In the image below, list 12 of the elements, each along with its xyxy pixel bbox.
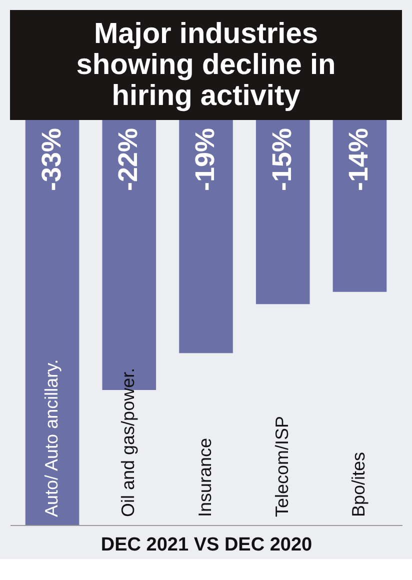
data-label: -14%: [344, 128, 374, 192]
x-tick-label: Telecom/ISP: [272, 416, 292, 517]
x-tick-label: Auto/ Auto ancillary.: [41, 359, 62, 517]
chart-title: Major industries showing decline in hiring activity: [76, 18, 336, 112]
data-label: -19%: [190, 128, 220, 192]
data-label: -15%: [266, 128, 297, 192]
x-tick-label: Oil and gas/power.: [118, 368, 138, 517]
x-tick-label: Bpo/ites: [348, 452, 369, 517]
data-label: -22%: [113, 128, 144, 192]
x-axis-title: DEC 2021 VS DEC 2020: [100, 534, 312, 556]
x-tick-label: Insurance: [195, 438, 215, 517]
data-label: -33%: [36, 128, 66, 192]
